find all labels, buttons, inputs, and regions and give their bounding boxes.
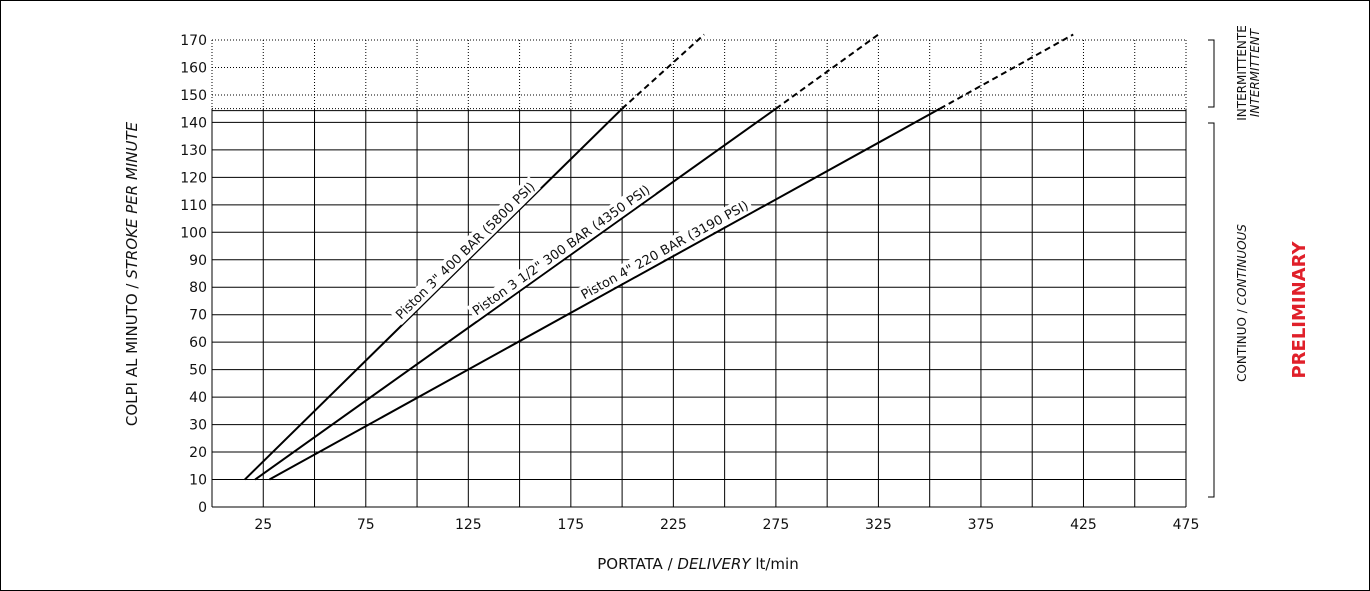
series-line xyxy=(244,107,623,481)
series-label: Piston 3 1/2" 300 BAR (4350 PSI) xyxy=(470,183,653,319)
intermittent-label-en: INTERMITTENT xyxy=(1248,27,1262,117)
y-tick-label: 10 xyxy=(189,473,207,489)
x-tick-labels: 25 75 125 175 225 275 325 375 425 475 xyxy=(254,517,1199,533)
x-tick-label: 75 xyxy=(357,517,375,533)
y-tick-label: 0 xyxy=(198,500,207,516)
y-tick-label: 90 xyxy=(189,253,207,269)
y-tick-label: 50 xyxy=(189,363,207,379)
x-tick-label: 475 xyxy=(1173,517,1200,533)
y-tick-labels: 0 10 20 30 40 50 60 70 80 90 100 110 120 130 140 150 160… xyxy=(180,33,207,516)
intermittent-bracket xyxy=(1208,39,1215,108)
series-line-dashed xyxy=(939,33,1074,110)
y-tick-label: 60 xyxy=(189,335,207,351)
continuous-bracket xyxy=(1208,122,1215,498)
y-tick-label: 30 xyxy=(189,418,207,434)
y-tick-label: 130 xyxy=(180,143,207,159)
y-tick-label: 170 xyxy=(180,33,207,49)
x-axis-title: PORTATA / DELIVERY lt/min xyxy=(597,555,798,573)
y-tick-label: 70 xyxy=(189,308,207,324)
x-tick-label: 175 xyxy=(557,517,584,533)
y-tick-label: 140 xyxy=(180,115,207,131)
series-label-bg xyxy=(389,176,541,325)
series-label-bg xyxy=(466,179,656,321)
x-tick-label: 225 xyxy=(660,517,687,533)
y-tick-label: 160 xyxy=(180,60,207,76)
series-label-bg xyxy=(575,195,754,305)
y-tick-label: 110 xyxy=(180,198,207,214)
y-tick-label: 120 xyxy=(180,170,207,186)
series-line-dashed xyxy=(775,33,880,110)
series-line xyxy=(254,107,777,481)
x-tick-label: 425 xyxy=(1070,517,1097,533)
series-label: Piston 3" 400 BAR (5800 PSI) xyxy=(393,180,538,323)
y-tick-label: 20 xyxy=(189,445,207,461)
intermittent-label-it: INTERMITTENTE xyxy=(1235,25,1249,121)
preliminary-watermark: PRELIMINARY xyxy=(1289,241,1310,379)
y-tick-label: 80 xyxy=(189,280,207,296)
y-tick-label: 150 xyxy=(180,88,207,104)
continuous-label: CONTINUO / CONTINUOUS xyxy=(1235,224,1249,382)
series-lines xyxy=(244,33,1074,481)
y-tick-label: 40 xyxy=(189,390,207,406)
y-tick-label: 100 xyxy=(180,225,207,241)
x-tick-label: 275 xyxy=(763,517,790,533)
series-line-dashed xyxy=(621,33,705,110)
x-tick-label: 125 xyxy=(455,517,482,533)
x-tick-label: 25 xyxy=(254,517,272,533)
grid xyxy=(211,39,1187,508)
x-tick-label: 325 xyxy=(865,517,892,533)
series-labels: Piston 3" 400 BAR (5800 PSI)Piston 3 1/2… xyxy=(389,176,754,325)
x-tick-label: 375 xyxy=(968,517,995,533)
y-axis-title: COLPI AL MINUTO / STROKE PER MINUTE xyxy=(123,121,141,426)
series-line xyxy=(268,107,941,481)
